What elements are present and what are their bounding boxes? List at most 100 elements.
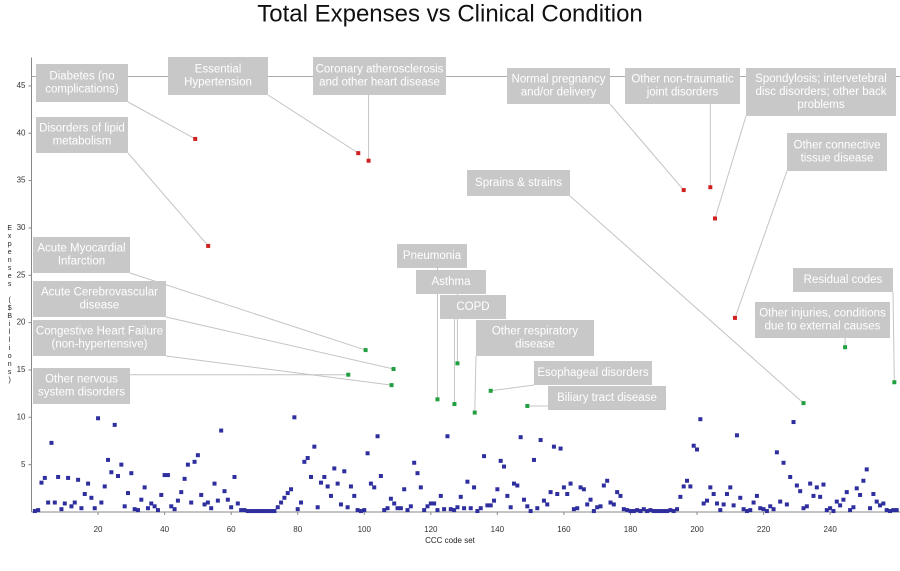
point: [59, 507, 64, 512]
point: [578, 485, 583, 490]
point: [395, 506, 400, 511]
point: [99, 500, 104, 505]
point: [535, 506, 540, 511]
point: [215, 498, 220, 503]
point: [848, 508, 853, 513]
point: [821, 482, 826, 487]
leader-line: [129, 272, 366, 351]
highlight-point: [366, 158, 371, 163]
point: [212, 481, 217, 486]
point: [478, 506, 483, 511]
point: [605, 478, 610, 483]
leader-line: [714, 115, 747, 219]
point: [142, 485, 147, 490]
x-tick-label: 20: [94, 525, 103, 534]
point: [132, 507, 137, 512]
highlight-point: [356, 151, 361, 156]
point: [541, 498, 546, 503]
point: [591, 509, 596, 514]
point: [734, 433, 739, 438]
annotation-label: Diabetes (no: [49, 71, 114, 83]
point: [309, 474, 314, 479]
point: [468, 506, 473, 511]
annotation-label: Pneumonia: [403, 250, 462, 262]
point: [595, 505, 600, 510]
annotation-label: Residual codes: [804, 274, 883, 286]
point: [794, 483, 799, 488]
point: [159, 492, 164, 497]
annotation-label: tissue disease: [801, 153, 874, 165]
point: [695, 447, 700, 452]
point: [818, 494, 823, 499]
point: [312, 444, 317, 449]
point: [342, 469, 347, 474]
annotation-box: [548, 386, 666, 410]
point: [112, 422, 117, 427]
point: [788, 474, 793, 479]
point: [126, 491, 130, 496]
leader-line: [569, 195, 804, 404]
point: [525, 504, 530, 509]
point: [728, 485, 733, 490]
annotation-label: COPD: [456, 301, 489, 313]
point: [305, 456, 310, 461]
point: [222, 489, 227, 494]
point: [235, 501, 240, 506]
annotation-box: [33, 368, 130, 404]
highlight-point: [389, 383, 394, 388]
point: [165, 473, 170, 478]
point: [392, 501, 397, 506]
point: [32, 509, 37, 514]
point: [685, 478, 690, 483]
point: [408, 504, 413, 509]
point: [302, 459, 307, 464]
point: [668, 508, 673, 513]
annotation-box: [440, 295, 506, 319]
highlight-point: [712, 216, 717, 221]
point: [412, 460, 417, 465]
point: [555, 492, 560, 497]
annotation-label: Asthma: [432, 276, 472, 288]
annotation-box: [467, 170, 570, 196]
annotation-label: problems: [797, 99, 845, 111]
point: [172, 507, 177, 512]
point: [42, 475, 47, 480]
annotation-box: [793, 268, 893, 292]
point: [831, 509, 836, 514]
point: [528, 509, 533, 514]
leader-line: [165, 355, 392, 386]
point: [219, 428, 224, 433]
point: [352, 493, 357, 498]
point: [502, 464, 507, 469]
annotation-box: [534, 361, 652, 385]
point: [558, 446, 563, 451]
annotation-label: Other nervous: [45, 374, 118, 386]
point: [299, 500, 304, 505]
x-tick-label: 240: [823, 525, 837, 534]
point: [265, 509, 270, 514]
point: [368, 481, 373, 486]
point: [748, 508, 753, 513]
y-tick-label: 35: [17, 176, 26, 185]
point: [871, 492, 876, 497]
point: [751, 500, 756, 505]
point: [89, 495, 94, 500]
point: [169, 504, 174, 509]
point: [458, 494, 463, 499]
point: [252, 509, 257, 514]
point: [598, 504, 603, 509]
point: [432, 501, 437, 506]
point: [508, 505, 513, 510]
point: [601, 483, 606, 488]
point: [561, 485, 566, 490]
point: [721, 502, 726, 507]
point: [415, 471, 420, 476]
point: [119, 462, 124, 467]
highlight-point: [346, 372, 351, 377]
point: [551, 444, 556, 449]
point: [828, 506, 833, 511]
point: [445, 434, 450, 439]
point: [102, 484, 107, 489]
point: [801, 506, 806, 511]
point: [878, 503, 883, 508]
